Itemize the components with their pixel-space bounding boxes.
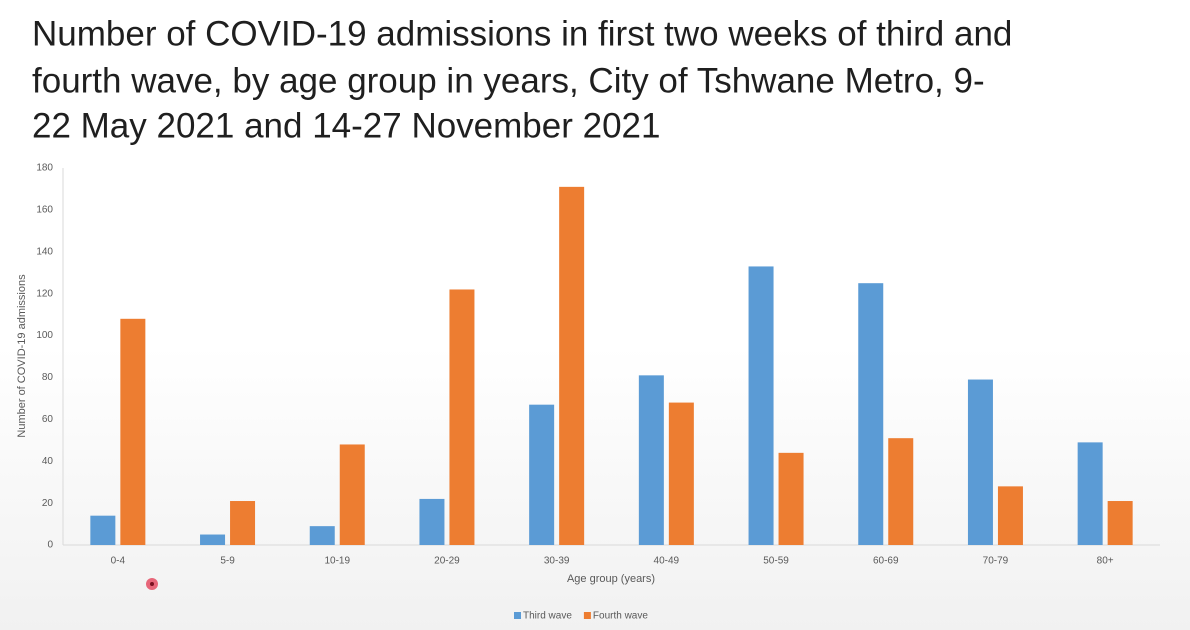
x-axis-title: Age group (years) [567,573,655,585]
x-tick-label: 40-49 [654,556,680,567]
legend-swatch [583,612,591,619]
legend-label: Third wave [523,611,572,622]
bar [778,452,804,545]
bar [419,498,445,545]
bar [888,438,914,545]
cursor-dot [150,582,154,586]
bar [559,186,585,545]
y-axis-title: Number of COVID-19 admissions [16,274,28,438]
y-tick-label: 140 [36,246,53,257]
bar [90,515,116,545]
chart-title: Number of COVID-19 admissions in first t… [32,14,1012,53]
x-tick-label: 70-79 [983,556,1009,567]
x-tick-label: 50-59 [763,556,789,567]
x-tick-label: 60-69 [873,556,899,567]
bar [997,486,1023,545]
bar [858,283,884,545]
bar [230,501,256,545]
y-tick-label: 20 [42,498,54,509]
legend-label: Fourth wave [593,611,648,622]
bar [748,266,774,545]
bar [668,402,694,545]
bar [200,534,226,545]
bar [529,404,555,545]
x-tick-label: 5-9 [220,556,235,567]
x-tick-label: 10-19 [324,556,350,567]
chart-title: fourth wave, by age group in years, City… [32,61,985,100]
bar [1107,501,1133,545]
y-tick-label: 160 [36,205,53,216]
legend-swatch [514,612,521,619]
bar [1077,442,1103,545]
y-tick-label: 60 [42,414,54,425]
chart-title: 22 May 2021 and 14-27 November 2021 [32,106,660,145]
x-tick-label: 20-29 [434,556,460,567]
bar [339,444,365,545]
y-tick-label: 180 [36,163,53,174]
y-tick-label: 120 [36,288,53,299]
bar [120,318,146,545]
y-tick-label: 40 [42,456,54,467]
x-tick-label: 80+ [1097,556,1114,567]
y-tick-label: 0 [47,540,53,551]
y-tick-label: 100 [36,330,53,341]
bar [967,379,993,545]
bar [638,375,664,545]
x-tick-label: 0-4 [111,556,126,567]
y-tick-label: 80 [42,372,54,383]
bar [449,289,475,545]
x-tick-label: 30-39 [544,556,570,567]
bar [309,526,335,545]
